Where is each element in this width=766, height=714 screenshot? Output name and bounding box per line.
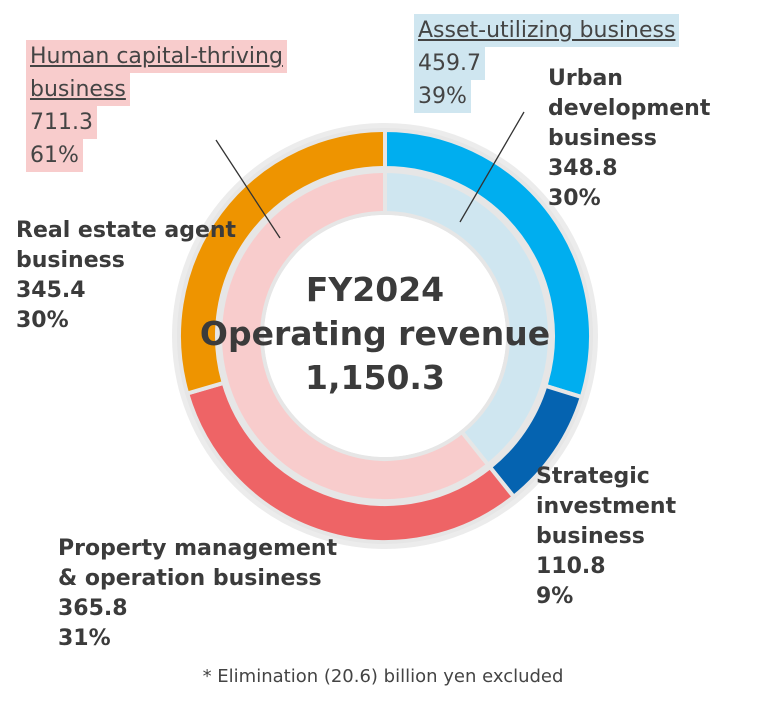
urban-line3: business [548, 126, 657, 151]
property-pct: 31% [58, 626, 111, 651]
center-total: 1,150.3 [305, 358, 445, 397]
property-line1: Property management [58, 536, 338, 561]
property-value: 365.8 [58, 596, 128, 621]
realestate-pct: 30% [16, 308, 69, 333]
leader-line-asset [459, 111, 525, 223]
label-strategic: Strategic investment business 110.8 9% [536, 462, 676, 612]
leader-line-human [215, 139, 281, 239]
label-property: Property management & operation business… [58, 534, 337, 654]
inner-slice-1 [218, 168, 491, 503]
strategic-line2: investment [536, 494, 677, 519]
asset-value: 459.7 [414, 47, 485, 80]
label-human-capital: Human capital-thriving business 711.3 61… [26, 40, 287, 172]
strategic-line1: Strategic [536, 464, 650, 489]
property-line2: & operation business [58, 566, 322, 591]
center-title: Operating revenue [199, 314, 551, 353]
human-name-line2: business [26, 73, 130, 106]
urban-value: 348.8 [548, 156, 618, 181]
urban-line1: Urban [548, 66, 623, 91]
strategic-line3: business [536, 524, 645, 549]
realestate-line1: Real estate agent [16, 218, 237, 243]
human-value: 711.3 [26, 106, 97, 139]
center-fy: FY2024 [305, 270, 445, 309]
urban-line2: development [548, 96, 711, 121]
strategic-pct: 9% [536, 584, 574, 609]
inner-ring [218, 168, 552, 503]
human-name-line1: Human capital-thriving [26, 40, 287, 73]
realestate-line2: business [16, 248, 125, 273]
realestate-value: 345.4 [16, 278, 86, 303]
label-asset-utilizing: Asset-utilizing business 459.7 39% [414, 14, 680, 113]
strategic-value: 110.8 [536, 554, 606, 579]
footnote: * Elimination (20.6) billion yen exclude… [202, 666, 564, 687]
urban-pct: 30% [548, 186, 601, 211]
ring-backdrop [172, 123, 598, 549]
donut-hole [264, 215, 506, 457]
inner-slice-0 [383, 168, 552, 468]
human-pct: 61% [26, 139, 83, 172]
label-urban: Urban development business 348.8 30% [548, 64, 710, 214]
outer-slice-3 [177, 127, 387, 396]
asset-name: Asset-utilizing business [414, 14, 680, 47]
label-real-estate: Real estate agent business 345.4 30% [16, 216, 236, 336]
asset-pct: 39% [414, 80, 471, 113]
outer-ring [172, 123, 598, 549]
